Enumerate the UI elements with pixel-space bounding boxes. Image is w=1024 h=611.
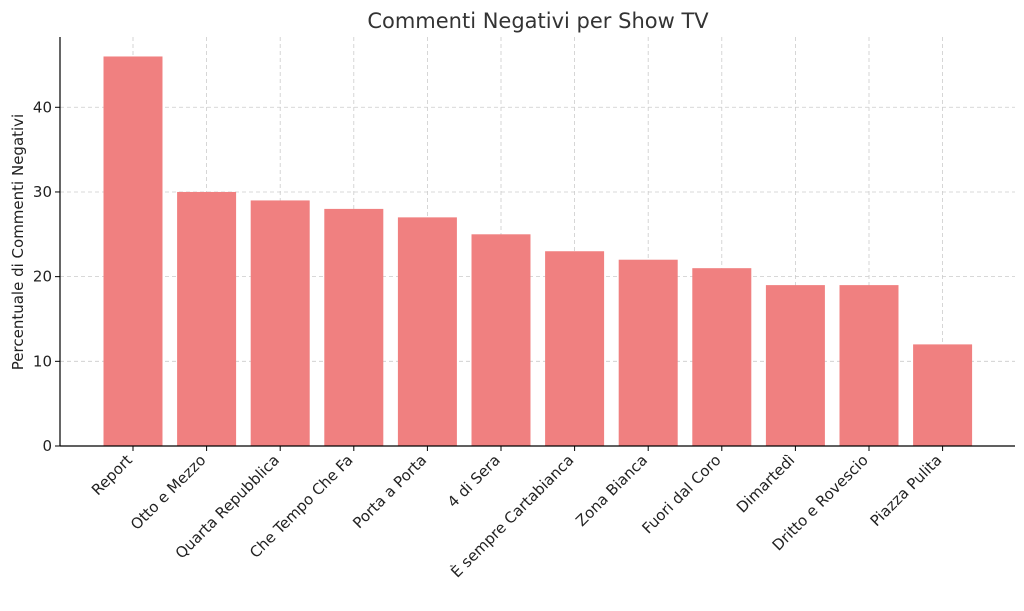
x-tick-label: Piazza Pulita bbox=[867, 451, 946, 530]
bar bbox=[397, 217, 457, 446]
bar bbox=[177, 191, 237, 446]
x-tick-label: 4 di Sera bbox=[444, 451, 504, 511]
x-tick-label: Porta a Porta bbox=[349, 451, 430, 532]
bar bbox=[324, 208, 384, 446]
bar bbox=[618, 259, 678, 446]
bar bbox=[471, 234, 531, 446]
bar bbox=[839, 285, 899, 446]
y-tick-label: 10 bbox=[33, 352, 52, 370]
bar bbox=[913, 344, 973, 446]
bar bbox=[692, 268, 752, 446]
chart-title: Commenti Negativi per Show TV bbox=[367, 9, 709, 33]
y-tick-label: 40 bbox=[33, 98, 52, 116]
bar bbox=[250, 200, 310, 446]
bar bbox=[765, 285, 825, 446]
bar bbox=[103, 56, 163, 446]
bar bbox=[545, 251, 605, 446]
x-tick-label: Zona Bianca bbox=[572, 451, 651, 530]
x-tick-label: Fuori dal Coro bbox=[638, 451, 724, 537]
y-tick-label: 0 bbox=[42, 437, 52, 455]
y-tick-label: 30 bbox=[33, 183, 52, 201]
bars bbox=[103, 56, 973, 446]
x-tick-label: Report bbox=[88, 451, 136, 499]
y-tick-label: 20 bbox=[33, 268, 52, 286]
x-tick-label: Otto e Mezzo bbox=[127, 451, 209, 533]
y-axis-label: Percentuale di Commenti Negativi bbox=[9, 114, 27, 370]
x-tick-label: È sempre Cartabianca bbox=[447, 450, 578, 581]
x-tick-label: Dimartedì bbox=[733, 451, 798, 516]
